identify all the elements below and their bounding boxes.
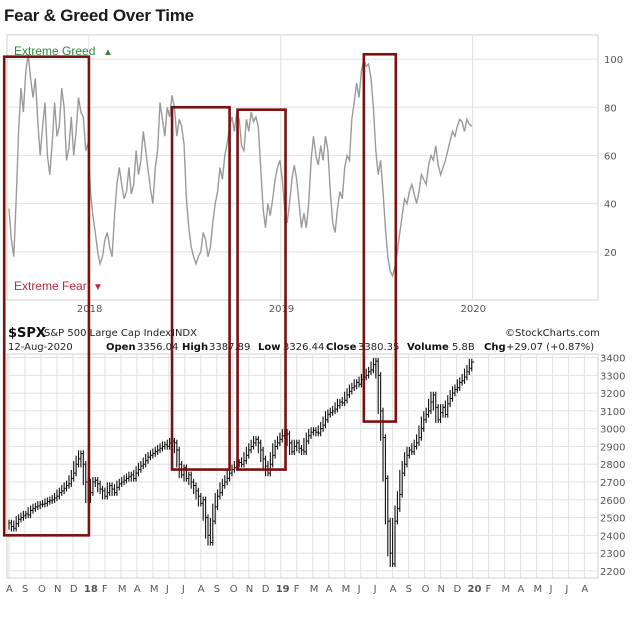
fear-greed-year-label: 2020 (461, 304, 486, 315)
index-name: S&P 500 Large Cap Index (44, 328, 171, 339)
price-y-tick: 2300 (600, 549, 625, 560)
price-x-tick: N (246, 584, 253, 595)
price-x-tick: A (326, 584, 333, 595)
price-x-tick: D (262, 584, 270, 595)
fear-greed-y-tick: 40 (604, 200, 617, 211)
highlight-boxes (2, 52, 398, 537)
price-x-tick: D (70, 584, 78, 595)
price-x-tick: A (134, 584, 141, 595)
fear-greed-y-tick: 80 (604, 103, 617, 114)
exchange-label: INDX (172, 328, 197, 339)
price-y-tick: 2900 (600, 442, 625, 453)
price-y-ticks: 2200 2300 2400 2500 2600 2700 2800 2900 3000 3100… (600, 354, 625, 578)
price-x-tick: M (533, 584, 542, 595)
page-title: Fear & Greed Over Time (4, 6, 194, 25)
price-y-tick: 2500 (600, 514, 625, 525)
price-x-tick: J (165, 584, 169, 595)
extreme-fear-label: Extreme Fear (14, 279, 87, 293)
price-y-tick: 2600 (600, 496, 625, 507)
price-x-tick: S (22, 584, 28, 595)
price-gridlines (7, 354, 598, 578)
greed-arrow-icon: ▲ (103, 47, 113, 58)
fear-greed-y-tick: 20 (604, 248, 617, 259)
price-x-tick: J (548, 584, 552, 595)
close-label: Close (326, 342, 357, 353)
chg-label: Chg (484, 342, 506, 353)
price-x-tick: S (214, 584, 220, 595)
highlight-box (2, 55, 91, 537)
price-x-tick: 19 (276, 584, 290, 595)
price-x-tick: 20 (468, 584, 482, 595)
price-y-tick: 2700 (600, 478, 625, 489)
highlight-box (362, 52, 398, 423)
volume-label: Volume (407, 342, 449, 353)
price-x-tick: S (406, 584, 412, 595)
highlight-box (170, 105, 231, 471)
low-value: 3326.44 (283, 342, 324, 353)
open-label: Open (106, 342, 136, 353)
price-x-tick: J (373, 584, 377, 595)
highlight-box (236, 108, 287, 471)
fear-greed-y-ticks: 20 40 60 80 100 (604, 55, 623, 259)
quote-date: 12-Aug-2020 (8, 342, 73, 353)
fear-greed-panel (6, 34, 599, 301)
price-x-tick: F (486, 584, 492, 595)
price-x-tick: 18 (84, 584, 98, 595)
fear-arrow-icon: ▼ (93, 282, 103, 293)
price-y-tick: 2200 (600, 567, 625, 578)
price-x-tick: A (581, 584, 588, 595)
price-x-tick: A (6, 584, 13, 595)
price-x-tick: M (118, 584, 127, 595)
price-y-tick: 3100 (600, 407, 625, 418)
price-y-tick: 3000 (600, 425, 625, 436)
price-x-tick: N (54, 584, 61, 595)
low-label: Low (258, 342, 280, 353)
fear-greed-year-label: 2019 (269, 304, 294, 315)
price-x-tick: A (198, 584, 205, 595)
volume-value: 5.8B (452, 342, 475, 353)
price-bars (8, 357, 475, 567)
price-x-tick: M (150, 584, 159, 595)
price-y-tick: 3200 (600, 389, 625, 400)
price-y-tick: 3400 (600, 354, 625, 365)
close-value: 3380.35 (358, 342, 399, 353)
price-x-tick: M (342, 584, 351, 595)
high-label: High (182, 342, 208, 353)
open-value: 3356.04 (137, 342, 178, 353)
price-x-tick: A (390, 584, 397, 595)
fear-greed-year-labels: 2018 2019 2020 (77, 304, 486, 315)
fear-greed-y-tick: 60 (604, 151, 617, 162)
price-x-tick: M (501, 584, 510, 595)
price-x-tick: F (294, 584, 300, 595)
price-y-tick: 2800 (600, 460, 625, 471)
price-y-tick: 2400 (600, 531, 625, 542)
price-x-tick: N (438, 584, 445, 595)
price-x-tick: O (230, 584, 238, 595)
fear-greed-y-tick: 100 (604, 55, 623, 66)
price-x-tick: D (454, 584, 462, 595)
price-x-ticks: A S O N D 18 F M A M J J A S O N D 19 F M A M J J A S O N D 20 F M A M J J A (6, 584, 588, 595)
price-x-tick: F (102, 584, 108, 595)
price-x-tick: M (310, 584, 319, 595)
price-x-tick: O (422, 584, 430, 595)
price-y-tick: 3300 (600, 371, 625, 382)
extreme-greed-label: Extreme Greed (14, 44, 95, 58)
price-x-tick: A (517, 584, 524, 595)
price-panel (6, 353, 599, 579)
price-x-tick: O (38, 584, 46, 595)
fear-greed-gridlines (7, 35, 598, 300)
stockcharts-watermark: ©StockCharts.com (505, 328, 600, 339)
price-x-tick: J (564, 584, 568, 595)
symbol-label: $SPX (8, 326, 46, 341)
price-x-tick: J (181, 584, 185, 595)
chg-value: +29.07 (+0.87%) (506, 342, 594, 353)
price-x-tick: J (357, 584, 361, 595)
